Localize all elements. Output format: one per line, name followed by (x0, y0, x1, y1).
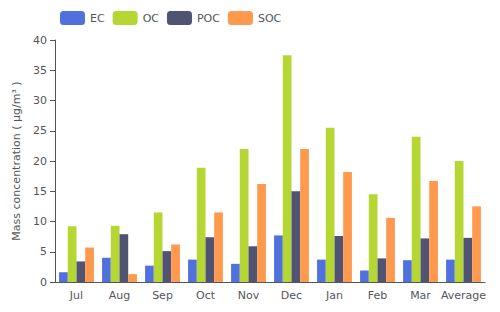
svg-text:Feb: Feb (368, 289, 387, 302)
svg-text:POC: POC (197, 12, 220, 25)
svg-text:Aug: Aug (109, 289, 130, 302)
svg-text:Mar: Mar (410, 289, 431, 302)
svg-text:25: 25 (33, 124, 47, 137)
svg-text:Mass concentration ( μg/m³ ): Mass concentration ( μg/m³ ) (10, 81, 23, 240)
svg-text:0: 0 (40, 276, 47, 289)
svg-text:35: 35 (33, 64, 47, 77)
svg-text:40: 40 (33, 34, 47, 47)
svg-text:EC: EC (90, 12, 105, 25)
svg-text:Jan: Jan (325, 289, 343, 302)
svg-text:Oct: Oct (196, 289, 216, 302)
svg-text:5: 5 (40, 245, 47, 258)
svg-text:15: 15 (33, 185, 47, 198)
svg-text:OC: OC (143, 12, 160, 25)
svg-text:Sep: Sep (152, 289, 173, 302)
svg-text:Jul: Jul (69, 289, 83, 302)
svg-text:Average: Average (441, 289, 486, 302)
svg-text:10: 10 (33, 215, 47, 228)
svg-text:20: 20 (33, 155, 47, 168)
svg-text:30: 30 (33, 94, 47, 107)
svg-text:SOC: SOC (258, 12, 282, 25)
svg-text:Dec: Dec (281, 289, 302, 302)
svg-text:Nov: Nov (238, 289, 260, 302)
